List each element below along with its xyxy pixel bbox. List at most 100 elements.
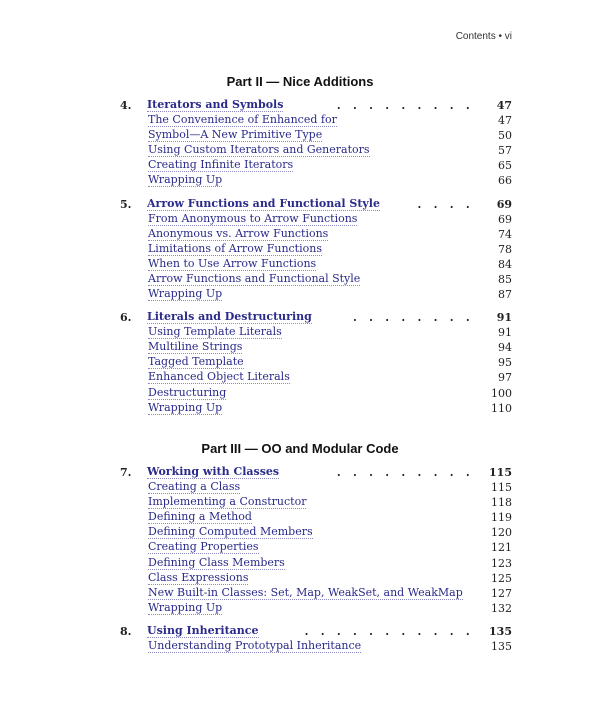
section-link[interactable]: New Built-in Classes: Set, Map, WeakSet,… — [148, 585, 463, 600]
section-link[interactable]: Wrapping Up — [148, 400, 223, 415]
section-link[interactable]: Creating a Class — [148, 480, 241, 494]
section-link[interactable]: Using Template Literals — [148, 325, 282, 340]
chapter-row: 6. Literals and Destructuring........ 91 — [120, 310, 512, 325]
page-number: 132 — [491, 601, 512, 615]
section-link[interactable]: Defining a Method — [148, 510, 252, 525]
section-row: Creating Infinite Iterators 65 — [120, 158, 512, 173]
section-link[interactable]: Symbol—A New Primitive Type — [148, 128, 323, 143]
page-number: 127 — [491, 586, 512, 600]
section-row: Wrapping Up 87 — [120, 287, 512, 302]
section-row: Enhanced Object Literals 97 — [120, 370, 512, 385]
page-number: 69 — [496, 197, 512, 211]
page-number: 95 — [498, 356, 512, 370]
page-number: 78 — [498, 242, 512, 256]
dot-leader: ......... — [336, 466, 482, 479]
chapter-link[interactable]: Literals and Destructuring — [147, 310, 312, 325]
page-number: 84 — [498, 257, 512, 271]
section-link[interactable]: Implementing a Constructor — [148, 495, 307, 510]
page-number: 50 — [498, 129, 512, 143]
section-link[interactable]: The Convenience of Enhanced for — [148, 113, 337, 127]
section-row: Anonymous vs. Arrow Functions 74 — [120, 227, 512, 242]
chapter-number: 4. — [120, 99, 132, 112]
page-number: 66 — [498, 174, 512, 188]
section-link[interactable]: Limitations of Arrow Functions — [148, 241, 322, 256]
section-link[interactable]: Using Custom Iterators and Generators — [148, 143, 370, 158]
section-row: Class Expressions 125 — [120, 571, 512, 586]
section-link[interactable]: Destructuring — [148, 385, 227, 400]
chapter-row: 4. Iterators and Symbols......... 47 — [120, 98, 512, 113]
page-number: 91 — [498, 326, 512, 340]
page-number: 94 — [498, 341, 512, 355]
dot-leader: ......... — [336, 99, 482, 112]
section-link[interactable]: From Anonymous to Arrow Functions — [148, 211, 358, 226]
section-row: Limitations of Arrow Functions 78 — [120, 242, 512, 257]
section-row: Arrow Functions and Functional Style 85 — [120, 272, 512, 287]
chapter-link[interactable]: Using Inheritance — [147, 623, 259, 638]
chapter-row: 5. Arrow Functions and Functional Style..… — [120, 197, 512, 212]
section-link[interactable]: Multiline Strings — [148, 340, 243, 355]
part-heading: Part II — Nice Additions — [226, 74, 374, 89]
section-row: When to Use Arrow Functions 84 — [120, 257, 512, 272]
chapter-link[interactable]: Arrow Functions and Functional Style — [147, 196, 380, 211]
page-number: 135 — [489, 624, 512, 638]
section-row: Defining a Method 119 — [120, 510, 512, 525]
chapter-row: 8. Using Inheritance........... 135 — [120, 624, 512, 639]
section-link[interactable]: Tagged Template — [148, 355, 244, 370]
page-number: 87 — [498, 288, 512, 301]
page-number: 47 — [498, 114, 512, 127]
section-row: The Convenience of Enhanced for 47 — [120, 113, 512, 128]
page-number: 135 — [491, 639, 512, 653]
page-number: 57 — [498, 144, 512, 158]
section-row: Multiline Strings 94 — [120, 340, 512, 355]
section-row: Using Custom Iterators and Generators 57 — [120, 143, 512, 158]
section-link[interactable]: Creating Infinite Iterators — [148, 158, 294, 173]
section-row: From Anonymous to Arrow Functions 69 — [120, 212, 512, 227]
section-link[interactable]: Class Expressions — [148, 570, 249, 585]
chapter-link[interactable]: Working with Classes — [147, 465, 280, 479]
dot-leader: ........... — [304, 624, 482, 638]
chapter-row: 7. Working with Classes......... 115 — [120, 465, 512, 480]
page-number: 119 — [491, 511, 512, 525]
section-row: Understanding Prototypal Inheritance 135 — [120, 639, 512, 654]
section-link[interactable]: Arrow Functions and Functional Style — [148, 271, 361, 286]
chapter-number: 5. — [120, 197, 132, 211]
section-link[interactable]: Enhanced Object Literals — [148, 370, 290, 385]
section-link[interactable]: Defining Class Members — [148, 555, 285, 570]
section-link[interactable]: Understanding Prototypal Inheritance — [148, 638, 362, 653]
chapter-number: 6. — [120, 311, 132, 325]
page-number: 115 — [489, 466, 512, 479]
page-number: 69 — [498, 212, 512, 226]
section-row: Creating a Class 115 — [120, 480, 512, 495]
running-header: Contents • vi — [455, 31, 512, 42]
dot-leader: .... — [417, 197, 482, 211]
section-link[interactable]: Wrapping Up — [148, 287, 223, 301]
section-link[interactable]: When to Use Arrow Functions — [148, 256, 317, 271]
section-row: Creating Properties 121 — [120, 540, 512, 555]
section-row: Wrapping Up 110 — [120, 401, 512, 416]
page-number: 91 — [496, 311, 512, 325]
section-link[interactable]: Anonymous vs. Arrow Functions — [148, 226, 329, 241]
chapter-link[interactable]: Iterators and Symbols — [147, 98, 284, 112]
section-row: Implementing a Constructor 118 — [120, 495, 512, 510]
page-number: 120 — [491, 526, 512, 540]
section-link[interactable]: Wrapping Up — [148, 600, 223, 615]
section-link[interactable]: Wrapping Up — [148, 173, 223, 188]
section-row: Defining Computed Members 120 — [120, 525, 512, 540]
part-heading: Part III — OO and Modular Code — [201, 441, 399, 456]
section-row: Symbol—A New Primitive Type 50 — [120, 128, 512, 143]
page-number: 121 — [491, 541, 512, 555]
section-row: Using Template Literals 91 — [120, 325, 512, 340]
section-row: Tagged Template 95 — [120, 355, 512, 370]
page-number: 125 — [491, 571, 512, 585]
chapter-number: 8. — [120, 624, 132, 638]
section-row: Wrapping Up 132 — [120, 601, 512, 616]
page-number: 100 — [491, 386, 512, 400]
section-link[interactable]: Defining Computed Members — [148, 525, 313, 540]
page-number: 110 — [491, 401, 512, 415]
chapter-number: 7. — [120, 466, 132, 479]
page-number: 118 — [491, 496, 512, 510]
section-row: Defining Class Members 123 — [120, 556, 512, 571]
section-row: Destructuring 100 — [120, 386, 512, 401]
section-link[interactable]: Creating Properties — [148, 540, 259, 555]
page-number: 123 — [491, 556, 512, 570]
